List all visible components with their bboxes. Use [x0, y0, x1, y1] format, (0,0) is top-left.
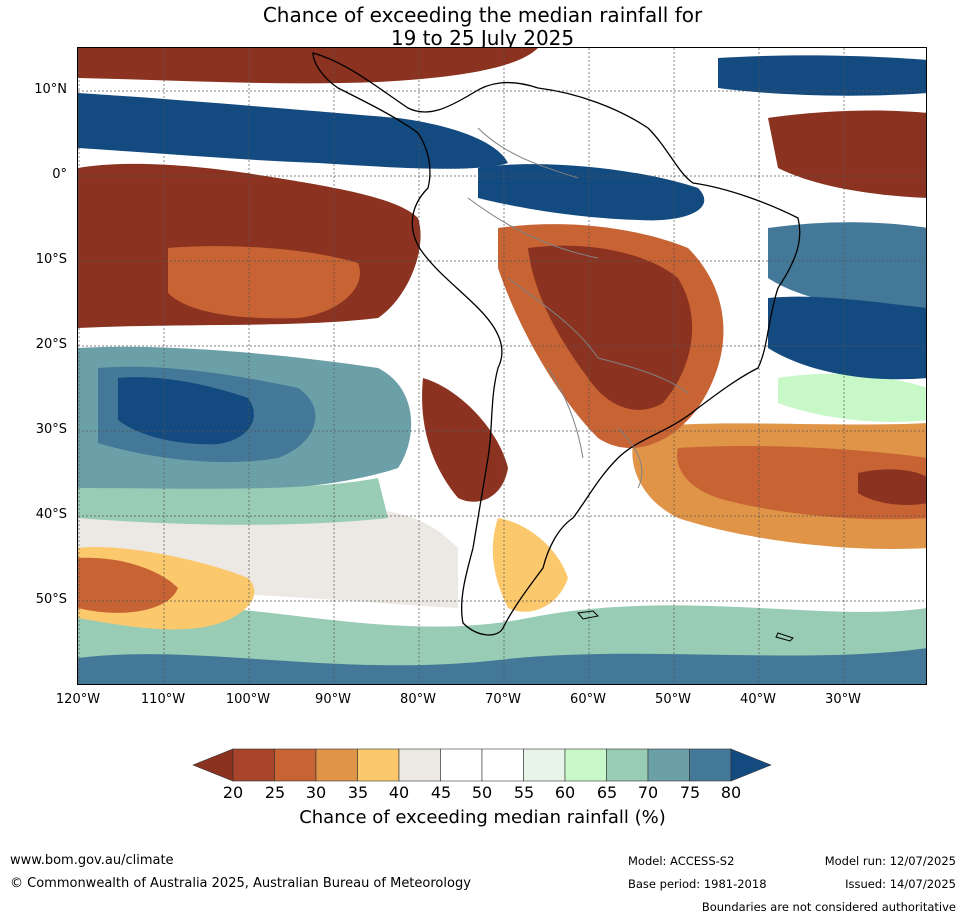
lon-label-50w: 50°W: [655, 692, 691, 707]
legend-tick-65: 65: [596, 783, 618, 802]
footer-copyright: © Commonwealth of Australia 2025, Austra…: [10, 876, 471, 891]
legend-caption: Chance of exceeding median rainfall (%): [299, 807, 666, 828]
legend-tick-60: 60: [554, 783, 576, 802]
map-title: Chance of exceeding the median rainfall …: [0, 4, 965, 50]
legend-swatch-20-25: [232, 748, 275, 782]
legend-tick-20: 20: [222, 783, 244, 802]
lat-label-20s: 20°S: [35, 337, 67, 352]
field-pacific-dry-mid: [168, 246, 360, 319]
title-line-1: Chance of exceeding the median rainfall …: [262, 3, 703, 27]
footer-model-run: Model run: 12/07/2025: [824, 854, 956, 868]
field-se-green: [778, 373, 926, 423]
legend-swatch-below-20: [192, 748, 234, 782]
legend-swatch-above-80: [730, 748, 772, 782]
legend-tick-55: 55: [513, 783, 535, 802]
field-atl-navy: [768, 296, 926, 380]
lon-label-90w: 90°W: [315, 692, 351, 707]
lat-label-10n: 10°N: [34, 82, 67, 97]
field-sw-brown: [78, 557, 178, 613]
field-pacific-wet: [78, 93, 508, 169]
lon-label-120w: 120°W: [55, 692, 101, 707]
lat-label-40s: 40°S: [35, 507, 67, 522]
legend-tick-80: 80: [720, 783, 742, 802]
lat-label-10s: 10°S: [35, 252, 67, 267]
gridlines: [78, 48, 926, 684]
legend-swatch-50-55: [481, 748, 524, 782]
lat-label-30s: 30°S: [35, 422, 67, 437]
footer-website: www.bom.gov.au/climate: [10, 853, 174, 868]
footer-disclaimer: Boundaries are not considered authoritat…: [701, 900, 956, 914]
lon-label-80w: 80°W: [400, 692, 436, 707]
rainfall-probability-map: [77, 47, 927, 685]
footer-model: Model: ACCESS-S2: [628, 854, 735, 868]
legend-swatch-35-40: [357, 748, 400, 782]
field-south-blue: [78, 648, 926, 684]
lon-label-110w: 110°W: [140, 692, 186, 707]
field-pacific-green: [78, 478, 388, 525]
lat-label-0: 0°: [52, 167, 67, 182]
legend-tick-30: 30: [305, 783, 327, 802]
colorbar: [192, 748, 772, 782]
country-boundaries: [467, 127, 689, 489]
field-atl-top-blue: [718, 55, 926, 96]
legend-swatch-75-80: [689, 748, 732, 782]
legend-swatch-25-30: [274, 748, 317, 782]
legend-tick-40: 40: [388, 783, 410, 802]
legend-swatch-40-45: [398, 748, 441, 782]
footer-base-period: Base period: 1981-2018: [628, 877, 767, 891]
lat-label-50s: 50°S: [35, 592, 67, 607]
legend-swatch-70-75: [647, 748, 690, 782]
legend-swatch-30-35: [315, 748, 358, 782]
field-sa-patagonia: [492, 518, 568, 612]
map-canvas: [78, 48, 926, 684]
south-georgia: [775, 632, 794, 642]
legend-tick-75: 75: [679, 783, 701, 802]
field-sa-amazon-wet: [478, 164, 705, 221]
footer-issued: Issued: 14/07/2025: [845, 877, 956, 891]
south-america-coastline: [312, 52, 801, 636]
lon-label-70w: 70°W: [485, 692, 521, 707]
field-se-pacific-navy: [118, 377, 254, 445]
field-sa-interior-darkest: [528, 245, 693, 410]
title-line-2: 19 to 25 July 2025: [390, 26, 575, 50]
field-atl-blue: [768, 222, 926, 309]
field-se-dark: [858, 469, 926, 505]
legend-swatch-60-65: [564, 748, 607, 782]
legend-tick-50: 50: [471, 783, 493, 802]
legend-swatch-45-50: [440, 748, 483, 782]
legend-tick-25: 25: [264, 783, 286, 802]
legend-tick-70: 70: [637, 783, 659, 802]
legend-swatch-55-60: [523, 748, 566, 782]
legend-swatch-65-70: [606, 748, 649, 782]
lon-label-100w: 100°W: [225, 692, 271, 707]
lon-label-60w: 60°W: [570, 692, 606, 707]
legend-tick-35: 35: [347, 783, 369, 802]
field-top-dry: [78, 48, 538, 84]
lon-label-30w: 30°W: [825, 692, 861, 707]
falkland-islands: [577, 610, 600, 620]
lon-label-40w: 40°W: [740, 692, 776, 707]
legend-tick-45: 45: [430, 783, 452, 802]
field-se-brown: [677, 446, 926, 520]
